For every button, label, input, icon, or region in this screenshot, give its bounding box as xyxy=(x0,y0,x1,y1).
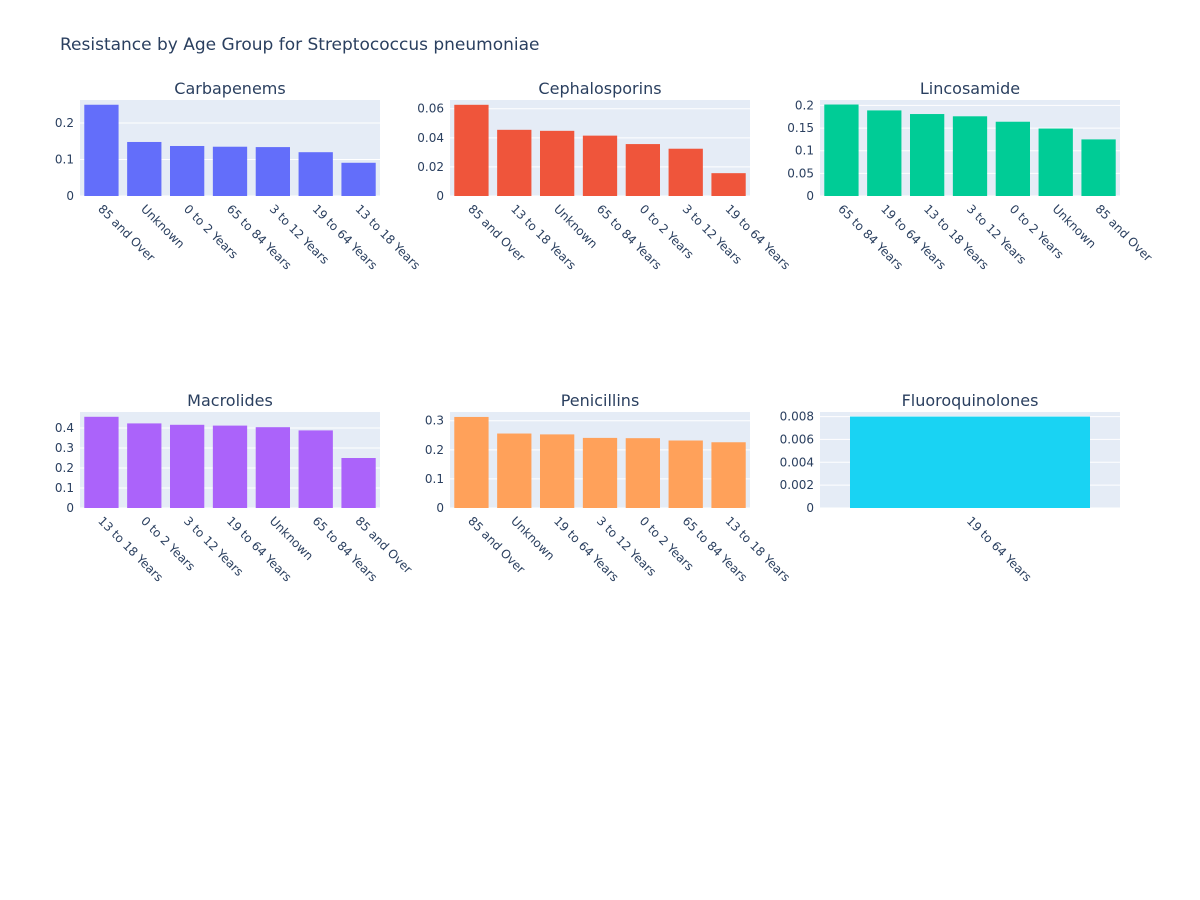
bar xyxy=(341,458,376,508)
bar xyxy=(341,162,376,196)
y-tick-label: 0.004 xyxy=(780,455,814,469)
bar xyxy=(127,423,162,508)
y-tick-label: 0.2 xyxy=(795,98,814,112)
y-tick-label: 0.2 xyxy=(55,461,74,475)
bar xyxy=(540,434,575,508)
bar xyxy=(582,437,618,508)
bar xyxy=(668,440,703,508)
bar xyxy=(170,145,205,196)
y-tick-label: 0.06 xyxy=(417,102,444,116)
y-tick-label: 0 xyxy=(436,189,444,203)
bar xyxy=(170,424,205,508)
y-tick-label: 0 xyxy=(436,501,444,515)
bar xyxy=(84,416,119,508)
y-tick-label: 0.1 xyxy=(55,152,74,166)
y-tick-label: 0.05 xyxy=(787,166,814,180)
bar xyxy=(84,104,119,196)
y-tick-label: 0.1 xyxy=(795,144,814,158)
bar xyxy=(910,114,945,196)
bar xyxy=(255,147,290,196)
bar xyxy=(824,104,859,196)
bar xyxy=(850,416,1090,508)
figure-title: Resistance by Age Group for Streptococcu… xyxy=(60,35,540,55)
y-tick-label: 0.3 xyxy=(425,414,444,428)
y-tick-label: 0.4 xyxy=(55,421,74,435)
bar xyxy=(995,121,1030,196)
bar xyxy=(867,110,902,196)
bar xyxy=(1081,139,1116,196)
y-tick-label: 0 xyxy=(806,501,814,515)
subplot-title: Carbapenems xyxy=(174,79,285,98)
bar xyxy=(711,442,746,508)
y-tick-label: 0.006 xyxy=(780,432,814,446)
y-tick-label: 0.15 xyxy=(787,121,814,135)
y-tick-label: 0.2 xyxy=(55,116,74,130)
bar xyxy=(454,416,489,508)
bar xyxy=(625,438,660,508)
bar xyxy=(212,425,248,508)
y-tick-label: 0.3 xyxy=(55,441,74,455)
y-tick-label: 0.002 xyxy=(780,478,814,492)
y-tick-label: 0 xyxy=(66,189,74,203)
bar xyxy=(127,141,162,196)
bar xyxy=(212,146,248,196)
bar xyxy=(497,129,532,196)
bar xyxy=(711,173,746,196)
y-tick-label: 0.008 xyxy=(780,410,814,424)
y-tick-label: 0 xyxy=(806,189,814,203)
subplot-title: Macrolides xyxy=(187,391,273,410)
y-tick-label: 0 xyxy=(66,501,74,515)
bar xyxy=(668,148,703,196)
subplot-title: Penicillins xyxy=(561,391,640,410)
bar xyxy=(582,135,618,196)
bar xyxy=(625,144,660,196)
subplot-title: Cephalosporins xyxy=(538,79,661,98)
subplot-title: Lincosamide xyxy=(920,79,1020,98)
bar xyxy=(540,130,575,196)
y-tick-label: 0.02 xyxy=(417,160,444,174)
bar xyxy=(952,116,988,196)
y-tick-label: 0.2 xyxy=(425,443,444,457)
bar xyxy=(298,152,333,196)
bar xyxy=(298,430,333,508)
y-tick-label: 0.1 xyxy=(425,472,444,486)
bar xyxy=(1038,128,1073,196)
bar xyxy=(255,427,290,508)
bar xyxy=(497,433,532,508)
y-tick-label: 0.1 xyxy=(55,481,74,495)
subplot-title: Fluoroquinolones xyxy=(902,391,1039,410)
bar xyxy=(454,104,489,196)
y-tick-label: 0.04 xyxy=(417,131,444,145)
